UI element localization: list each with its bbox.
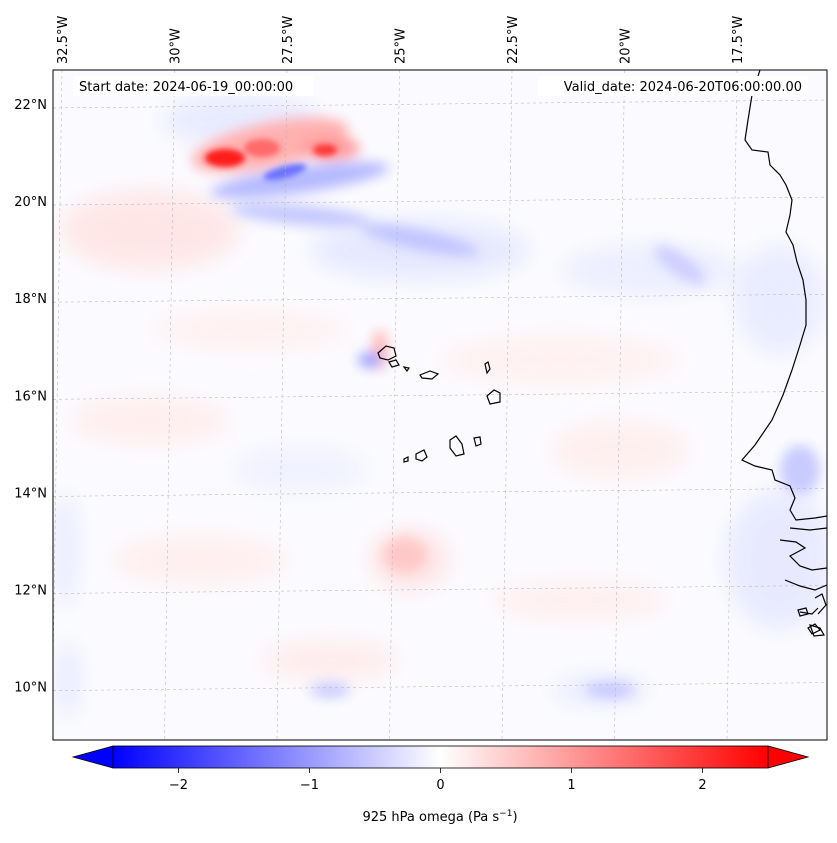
colorbar: −2 −1 0 1 2 925 hPa omega (Pa s−1) — [71, 745, 810, 825]
gridline-lon-0 — [53, 70, 63, 690]
map-frame — [52, 69, 828, 741]
gridline-lon-5 — [614, 70, 625, 740]
gridline-lon-2 — [276, 70, 288, 740]
colorbar-tick-label: −1 — [300, 778, 319, 793]
island-sao-nicolau — [419, 370, 440, 380]
longitude-labels: 32.5°W 30°W 27.5°W 25°W 22.5°W 20°W 17.5°W — [56, 16, 746, 64]
lon-label: 22.5°W — [506, 16, 521, 64]
lon-label: 25°W — [394, 28, 409, 64]
lat-label: 20°N — [14, 195, 47, 210]
island-bijagos-1 — [797, 607, 809, 617]
island-sal — [484, 361, 491, 375]
africa-coastline — [741, 70, 827, 637]
gridline-lon-1 — [164, 70, 175, 740]
colorbar-tick-label: 2 — [698, 778, 706, 793]
coastlines — [377, 70, 827, 637]
colorbar-gradient — [112, 745, 769, 769]
colorbar-tick-label: 1 — [567, 778, 575, 793]
map-panel: Start date: 2024-06-19_00:00:00 Valid_da… — [14, 16, 828, 741]
island-santo-antao — [377, 345, 397, 361]
island-fogo — [415, 449, 428, 462]
omega-field — [53, 95, 827, 720]
start-date-background — [73, 76, 313, 96]
valid-date-box: Valid_date: 2024-06-20T06:00:00.00 — [538, 76, 808, 96]
colorbar-label: 925 hPa omega (Pa s−1) — [362, 809, 517, 825]
lat-label: 12°N — [14, 583, 47, 598]
colorbar-tick-label: 0 — [436, 778, 444, 793]
colorbar-extend-max — [767, 745, 810, 769]
island-santa-luzia — [402, 366, 410, 373]
lat-label: 18°N — [14, 292, 47, 307]
island-sao-vicente — [388, 359, 400, 368]
valid-date-label: Valid_date: 2024-06-20T06:00:00.00 — [564, 80, 802, 95]
lon-label: 27.5°W — [281, 16, 296, 64]
island-maio — [473, 436, 482, 447]
latitude-labels: 22°N 20°N 18°N 16°N 14°N 12°N 10°N — [14, 98, 47, 696]
island-boa-vista — [486, 389, 501, 405]
lat-label: 16°N — [14, 389, 47, 404]
lon-label: 32.5°W — [56, 16, 71, 64]
gridline-lon-3 — [389, 70, 400, 740]
colorbar-ticks: −2 −1 0 1 2 — [169, 768, 707, 793]
lon-label: 20°W — [619, 28, 634, 64]
lon-label: 17.5°W — [731, 16, 746, 64]
lat-label: 10°N — [14, 681, 47, 696]
gridlines — [53, 70, 827, 740]
island-bijagos-2 — [807, 623, 821, 635]
gridline-lon-4 — [501, 70, 513, 740]
colorbar-extend-min — [71, 745, 114, 769]
colorbar-tick-label: −2 — [169, 778, 188, 793]
lat-label: 14°N — [14, 486, 47, 501]
start-date-box: Start date: 2024-06-19_00:00:00 — [73, 76, 313, 96]
lat-label: 22°N — [14, 98, 47, 113]
island-santiago — [449, 435, 465, 457]
island-brava — [403, 456, 409, 463]
start-date-label: Start date: 2024-06-19_00:00:00 — [79, 80, 293, 95]
valid-date-background — [538, 76, 808, 96]
gridline-lon-6 — [726, 70, 738, 740]
lon-label: 30°W — [169, 28, 184, 64]
